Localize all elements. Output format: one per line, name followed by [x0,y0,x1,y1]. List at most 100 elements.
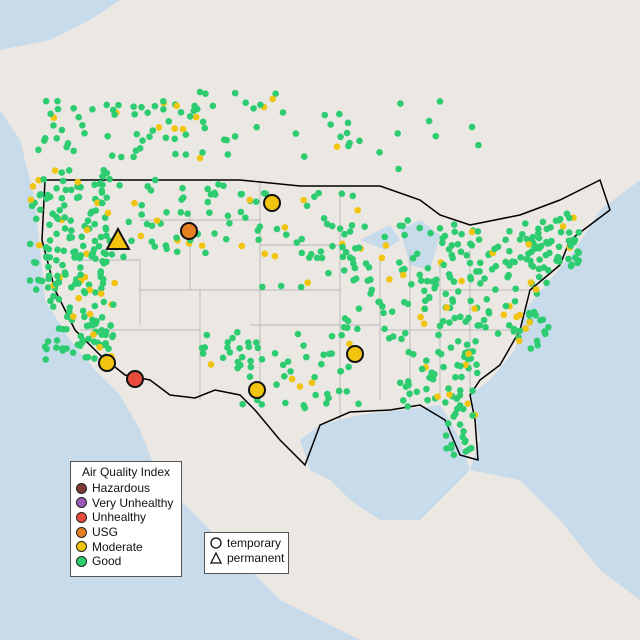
monitor-dot [94,199,101,207]
monitor-dot [79,338,86,346]
monitor-dot [226,349,234,356]
legend-permanent-label: permanent [227,550,285,565]
monitor-dot [343,388,351,395]
monitor-dot [338,331,345,339]
monitor-dot [355,400,362,408]
monitor-dot [546,249,553,257]
monitor-dot [457,248,465,256]
monitor-dot [173,248,181,256]
monitor-dot [215,181,222,188]
monitor-dot [474,322,481,329]
monitor-dot [190,107,198,115]
monitor-dot [410,350,417,358]
temporary-monitor-moderate[interactable] [346,345,364,363]
monitor-dot [233,328,241,336]
monitor-dot [273,225,281,233]
monitor-dot [239,400,246,408]
temporary-monitor-unhealthy[interactable] [126,370,144,388]
monitor-dot [442,399,449,406]
monitor-dot [421,305,429,313]
monitor-dot [555,243,563,251]
monitor-dot [177,209,185,216]
temporary-monitor-usg[interactable] [180,222,198,240]
monitor-dot [502,236,509,244]
monitor-dot [148,222,156,230]
monitor-dot [367,276,374,283]
monitor-dot [454,337,462,345]
monitor-dot [222,235,230,243]
monitor-dot [447,344,455,351]
monitor-dot [458,373,465,381]
monitor-dot [343,324,351,331]
monitor-dot [223,136,231,144]
monitor-dot [294,330,302,338]
monitor-dot [454,288,462,295]
monitor-dot [457,313,464,321]
temporary-monitor-moderate[interactable] [98,354,116,372]
monitor-dot [109,332,117,339]
monitor-dot [297,283,305,291]
monitor-dot [523,255,530,263]
legend-item-usg: USG [71,525,181,540]
monitor-dot [317,248,325,255]
monitor-dot [476,280,484,287]
monitor-dot [500,311,508,318]
monitor-dot [149,127,157,134]
monitor-dot [250,105,257,112]
monitor-dot [81,289,89,297]
monitor-dot [151,243,159,250]
monitor-dot [346,228,354,235]
monitor-dot [436,98,444,105]
legend-permanent: permanent [205,551,288,566]
monitor-dot [282,231,290,238]
monitor-dot [252,198,260,206]
monitor-dot [70,147,77,155]
monitor-dot [91,302,99,310]
monitor-dot [505,322,513,329]
temporary-monitor-moderate[interactable] [263,194,281,212]
monitor-dot [261,250,269,258]
monitor-dot [257,101,264,109]
monitor-dot [52,280,60,288]
monitor-dot [345,363,352,371]
monitor-dot [342,248,350,256]
monitor-dot [71,248,79,255]
monitor-dot [446,319,453,326]
monitor-dot [143,220,151,228]
monitor-dot [272,90,279,98]
monitor-dot [396,379,404,387]
monitor-dot [451,314,459,322]
monitor-dot [464,400,471,407]
monitor-dot [458,277,465,285]
monitor-dot [424,264,432,272]
permanent-monitor-moderate[interactable] [105,226,131,250]
monitor-dot [139,137,146,144]
monitor-dot [515,337,523,345]
monitor-dot [530,308,538,316]
monitor-dot [349,192,357,200]
monitor-dot [45,245,53,253]
monitor-dot [288,375,296,383]
monitor-dot [511,297,519,305]
monitor-dot [326,350,333,358]
monitor-dot [277,282,285,290]
monitor-dot [120,253,127,261]
monitor-dot [244,339,252,346]
temporary-monitor-moderate[interactable] [248,381,266,399]
monitor-dot [99,181,106,188]
monitor-dot [423,357,430,364]
monitor-dot [62,186,70,194]
monitor-dot [35,176,42,184]
monitor-dot [454,240,462,248]
monitor-dot [61,214,69,221]
monitor-dot [163,245,170,253]
monitor-dot [282,399,289,407]
monitor-dot [467,444,475,452]
monitor-dot [84,217,92,225]
monitor-dot [75,113,83,121]
monitor-dot [401,231,408,239]
monitor-dot [53,185,60,192]
monitor-dot [238,242,246,250]
monitor-dot [281,224,289,231]
monitor-dot [50,292,57,300]
